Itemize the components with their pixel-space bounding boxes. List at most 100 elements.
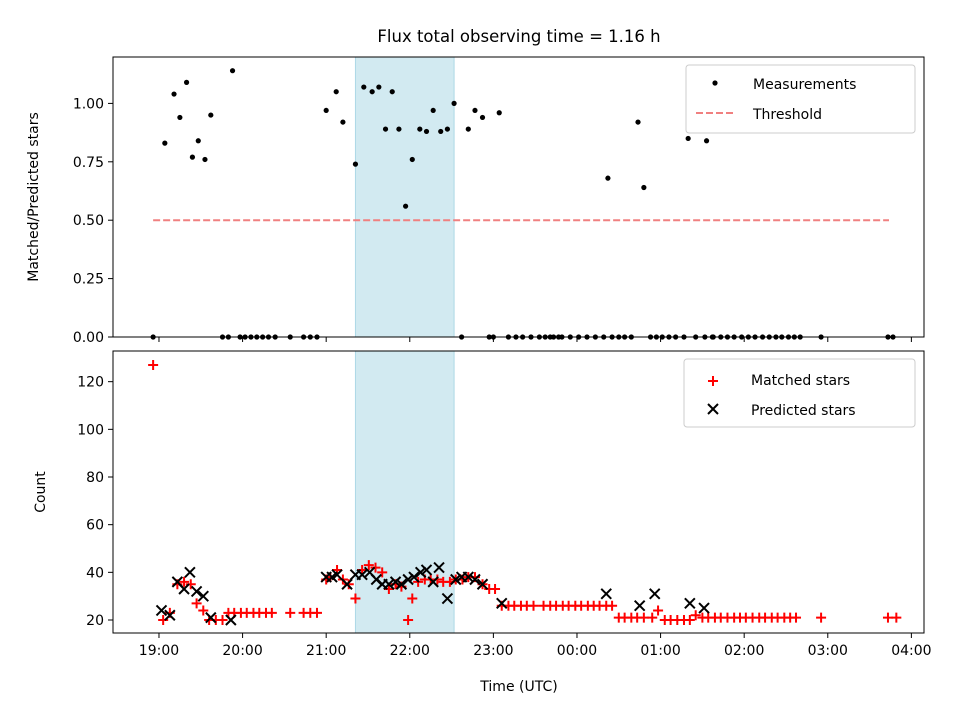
predicted-star-point	[600, 588, 612, 600]
y-tick-label: 120	[77, 375, 104, 391]
y-tick-label: 40	[86, 565, 104, 581]
matched-star-point	[891, 612, 902, 623]
legend-matched-marker	[708, 376, 718, 386]
measurement-point	[451, 100, 457, 106]
matched-star-point	[158, 615, 169, 625]
matched-star-point	[148, 359, 159, 370]
measurement-point	[409, 156, 415, 163]
predicted-star-point	[164, 609, 176, 621]
matched-star-point	[528, 600, 539, 611]
measurement-point	[444, 126, 450, 132]
measurement-point	[189, 154, 196, 160]
predicted-star-point	[395, 578, 408, 590]
y-tick-label: 0.00	[73, 330, 104, 346]
x-tick-label: 03:00	[808, 643, 848, 659]
top-y-axis-label: Matched/Predicted stars	[26, 112, 42, 282]
predicted-star-point	[331, 569, 343, 581]
legend-threshold-label: Threshold	[752, 107, 822, 123]
measurement-point	[333, 89, 339, 95]
measurement-point	[430, 107, 436, 114]
x-tick-label: 00:00	[557, 643, 597, 659]
bottom-y-axis-label: Count	[33, 471, 49, 513]
measurement-point	[703, 138, 710, 144]
predicted-star-point	[496, 597, 508, 610]
measurement-point	[605, 175, 611, 181]
legend-measurements-label: Measurements	[753, 77, 856, 93]
measurement-point	[376, 84, 382, 90]
matched-star-point	[816, 612, 827, 623]
measurement-point	[438, 128, 444, 135]
legend-measurements-marker	[712, 80, 718, 86]
predicted-star-point	[356, 569, 368, 581]
y-tick-label: 100	[77, 422, 104, 438]
x-tick-label: 19:00	[139, 643, 179, 659]
predicted-star-point	[225, 614, 237, 626]
predicted-star-point	[462, 571, 475, 583]
measurement-point	[195, 138, 201, 144]
measurement-point	[389, 89, 395, 95]
predicted-star-point	[383, 578, 395, 590]
measurement-point	[496, 110, 502, 116]
measurement-point	[369, 89, 375, 95]
predicted-star-point	[684, 597, 696, 610]
predicted-star-point	[155, 604, 168, 617]
bottom-legend-box	[683, 358, 916, 428]
matched-star-point	[370, 562, 381, 573]
y-tick-label: 0.25	[73, 272, 104, 288]
x-tick-label: 23:00	[473, 643, 513, 659]
matched-star-point	[690, 610, 701, 621]
matched-star-point	[217, 615, 228, 625]
predicted-star-point	[450, 573, 462, 586]
predicted-star-point	[698, 602, 710, 614]
predicted-star-point	[402, 573, 414, 586]
predicted-star-point	[190, 585, 203, 598]
matched-star-point	[179, 576, 190, 587]
matched-star-point	[653, 605, 664, 616]
measurement-point	[423, 128, 430, 135]
legend-predicted-marker	[707, 403, 719, 415]
predicted-star-point	[441, 592, 454, 605]
top-legend: Measurements Threshold	[685, 64, 916, 134]
matched-star-point	[647, 612, 658, 623]
x-tick-label: 20:00	[222, 643, 262, 659]
predicted-star-point	[205, 611, 217, 624]
matched-star-point	[403, 615, 414, 625]
matched-star-point	[407, 593, 418, 604]
measurement-point	[208, 112, 214, 118]
measurement-point	[340, 119, 346, 125]
matched-star-point	[363, 560, 374, 571]
measurement-point	[635, 119, 641, 125]
y-tick-label: 1.00	[73, 96, 104, 112]
matched-star-point	[266, 607, 277, 618]
top-legend-box	[685, 64, 916, 134]
measurement-point	[202, 156, 208, 163]
x-tick-label: 04:00	[891, 643, 931, 659]
bottom-axes-frame	[112, 350, 925, 634]
y-tick-label: 0.50	[73, 213, 104, 229]
bottom-legend: Matched stars Predicted stars	[683, 358, 916, 428]
measurement-point	[171, 91, 177, 97]
measurement-point	[641, 184, 647, 191]
predicted-star-point	[633, 599, 646, 612]
measurement-point	[352, 161, 359, 167]
predicted-star-point	[433, 561, 445, 574]
measurement-point	[685, 135, 691, 142]
measurement-point	[361, 84, 367, 90]
x-tick-label: 21:00	[306, 643, 346, 659]
measurement-point	[465, 126, 471, 132]
x-tick-label: 02:00	[724, 643, 764, 659]
predicted-star-point	[649, 588, 661, 600]
measurement-point	[403, 203, 409, 209]
measurement-point	[229, 68, 236, 74]
matched-star-point	[350, 593, 361, 604]
predicted-star-point	[476, 578, 489, 590]
predicted-star-point	[341, 578, 353, 590]
matched-star-point	[684, 615, 695, 625]
measurement-point	[396, 126, 402, 132]
y-tick-label: 0.75	[73, 155, 104, 171]
predicted-star-point	[469, 573, 481, 586]
measurement-point	[472, 107, 478, 114]
predicted-star-point	[184, 566, 196, 579]
predicted-star-point	[408, 571, 420, 583]
